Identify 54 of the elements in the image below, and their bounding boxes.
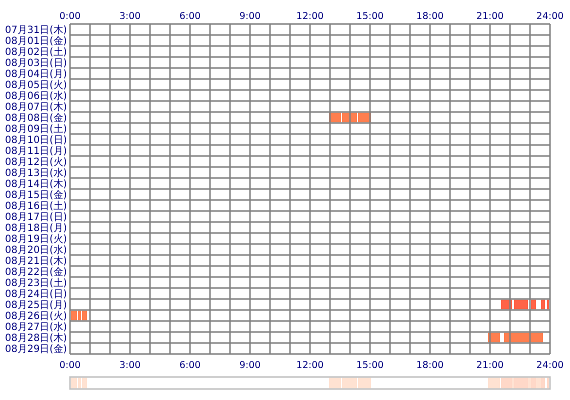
- x-tick-label: 6:00: [179, 11, 201, 22]
- y-tick-label: 08月09日(土): [5, 123, 68, 135]
- x2-tick-label: 6:00: [179, 360, 201, 371]
- x2-tick-label: 24:00: [536, 360, 564, 371]
- x-tick-label: 0:00: [59, 11, 81, 22]
- y-tick-label: 08月01日(金): [5, 35, 68, 47]
- y-tick-label: 08月11日(月): [5, 146, 68, 157]
- x2-tick-label: 18:00: [416, 360, 444, 371]
- x2-tick-label: 21:00: [476, 360, 504, 371]
- x-tick-label: 21:00: [476, 11, 504, 22]
- y-tick-label: 08月28日(木): [5, 332, 68, 344]
- x-tick-label: 18:00: [416, 11, 444, 22]
- y-tick-label: 08月06日(水): [5, 90, 68, 102]
- y-tick-label: 08月27日(水): [5, 321, 68, 333]
- bar: [541, 300, 545, 310]
- y-tick-label: 08月24日(日): [5, 289, 68, 300]
- bar: [71, 378, 77, 388]
- y-tick-label: 08月25日(月): [5, 300, 68, 311]
- bar: [82, 310, 87, 320]
- y-tick-label: 08月20日(水): [5, 244, 68, 256]
- y-tick-label: 08月03日(日): [5, 58, 68, 69]
- y-tick-label: 08月02日(土): [5, 46, 68, 58]
- x-tick-label: 3:00: [119, 11, 141, 22]
- y-tick-label: 08月22日(金): [5, 266, 68, 278]
- y-tick-label: 08月05日(火): [5, 79, 68, 91]
- y-tick-label: 08月17日(日): [5, 212, 68, 223]
- y-tick-label: 08月18日(月): [5, 223, 68, 234]
- y-tick-label: 08月13日(水): [5, 167, 68, 179]
- y-tick-label: 08月12日(火): [5, 156, 68, 168]
- x2-tick-label: 3:00: [119, 360, 141, 371]
- y-tick-label: 07月31日(木): [5, 24, 68, 36]
- y-tick-label: 08月19日(火): [5, 233, 68, 245]
- y-tick-label: 08月07日(木): [5, 101, 68, 113]
- x2-tick-label: 12:00: [296, 360, 324, 371]
- y-tick-label: 08月29日(金): [5, 343, 68, 355]
- x-tick-label: 24:00: [536, 11, 564, 22]
- x2-tick-label: 0:00: [59, 360, 81, 371]
- y-tick-label: 08月23日(土): [5, 277, 68, 289]
- bar: [504, 332, 543, 342]
- x-tick-label: 15:00: [356, 11, 384, 22]
- y-tick-label: 08月14日(木): [5, 178, 68, 190]
- y-tick-label: 08月15日(金): [5, 189, 68, 201]
- y-tick-label: 08月04日(月): [5, 69, 68, 80]
- y-tick-label: 08月21日(木): [5, 255, 68, 267]
- x2-tick-label: 9:00: [239, 360, 261, 371]
- y-tick-label: 08月10日(日): [5, 135, 68, 146]
- y-tick-label: 08月08日(金): [5, 112, 68, 124]
- x-tick-label: 9:00: [239, 11, 261, 22]
- x2-tick-label: 15:00: [356, 360, 384, 371]
- x-tick-label: 12:00: [296, 11, 324, 22]
- y-tick-label: 08月26日(火): [5, 310, 68, 322]
- bar: [71, 310, 77, 320]
- bar: [82, 378, 87, 388]
- y-tick-label: 08月16日(土): [5, 200, 68, 212]
